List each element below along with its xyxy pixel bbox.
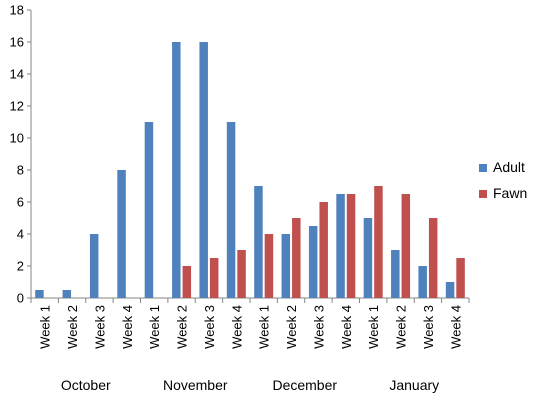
fawn-bar [401,194,411,298]
x-group-label: January [389,377,439,393]
x-category-label: Week 4 [229,305,244,349]
legend-label: Adult [493,159,525,175]
adult-bar [418,266,427,298]
x-category-label: Week 2 [65,305,80,349]
x-category-label: Week 2 [284,305,299,349]
adult-bar [308,226,318,298]
x-category-label: Week 1 [147,305,162,349]
adult-bar [391,250,400,298]
x-category-label: Week 3 [92,305,107,349]
fawn-bar [374,186,383,298]
adult-bar [89,234,99,298]
fawn-bar [292,218,301,298]
x-category-label: Week 3 [202,305,217,349]
chart-legend: Adult Fawn [479,159,527,201]
adult-bar [336,194,345,298]
y-tick-label: 10 [10,131,24,146]
x-group-label: December [272,377,337,393]
x-category-label: Week 1 [257,305,272,349]
adult-bar [35,290,44,298]
adult-bar [62,290,72,298]
chart-axes: 0 2 4 6 8 10 12 14 16 18 [10,3,470,306]
adult-bar [226,122,236,298]
adult-bar [363,218,373,298]
x-category-label: Week 2 [394,305,409,349]
chart-bars [35,42,465,298]
y-tick-label: 8 [17,163,24,178]
adult-bar [172,42,181,298]
y-tick-label: 4 [17,227,24,242]
x-category-label: Week 4 [339,305,354,349]
y-tick-label: 18 [10,3,24,18]
adult-bar [117,170,126,298]
x-category-label: Week 3 [421,305,436,349]
legend-swatch [479,190,487,198]
x-group-label: October [61,377,111,393]
x-category-label: Week 1 [38,305,53,349]
fawn-bar [264,234,274,298]
y-tick-label: 12 [10,99,24,114]
adult-bar [281,234,291,298]
adult-bar [144,122,154,298]
y-tick-label: 2 [17,259,24,274]
adult-bar [445,282,455,298]
x-category-label: Week 3 [311,305,326,349]
adult-bar [199,42,208,298]
fawn-bar [319,202,328,298]
y-tick-label: 6 [17,195,24,210]
x-category-label: Week 2 [175,305,190,349]
legend-label: Fawn [493,185,527,201]
x-category-label: Week 4 [448,305,463,349]
x-group-label: November [163,377,228,393]
legend-swatch [479,164,487,172]
fawn-bar [182,266,192,298]
adult-bar [254,186,263,298]
fawn-bar [428,218,438,298]
y-tick-label: 14 [10,67,24,82]
fawn-bar [237,250,246,298]
x-category-label: Week 4 [120,305,135,349]
y-tick-label: 0 [17,291,24,306]
fawn-bar [209,258,219,298]
fawn-bar [456,258,465,298]
x-category-label: Week 1 [366,305,381,349]
y-tick-label: 16 [10,35,24,50]
fawn-bar [346,194,356,298]
chart-labels: Week 1 Week 2 Week 3 Week 4 Week 1 Week 2 Week… [38,305,464,393]
